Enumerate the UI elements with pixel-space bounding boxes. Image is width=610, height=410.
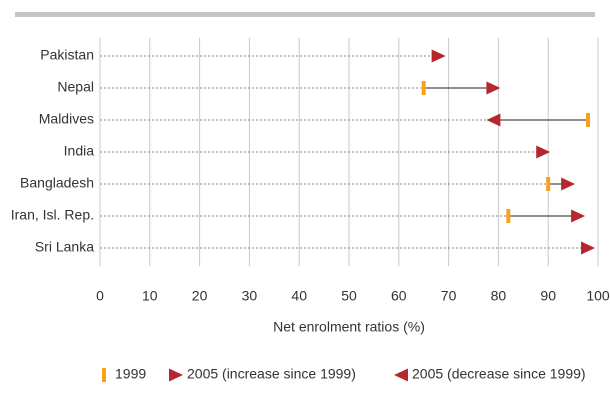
- marker-triangle-left: [486, 113, 501, 127]
- x-tick-label: 70: [441, 288, 457, 304]
- header-band: [15, 12, 595, 17]
- marker-triangle-right: [581, 241, 596, 255]
- x-tick-label: 10: [142, 288, 158, 304]
- legend-label: 1999: [115, 366, 146, 382]
- y-tick-label: Sri Lanka: [35, 239, 94, 255]
- y-tick-label: Maldives: [39, 111, 94, 127]
- y-tick-label: Pakistan: [40, 47, 94, 63]
- legend-label: 2005 (decrease since 1999): [412, 366, 586, 382]
- marker-bar: [546, 177, 551, 191]
- legend-marker: [169, 368, 183, 382]
- y-tick-label: Iran, Isl. Rep.: [11, 207, 94, 223]
- y-tick-label: Nepal: [57, 79, 94, 95]
- marker-triangle-right: [561, 177, 576, 191]
- x-tick-label: 0: [96, 288, 104, 304]
- legend-label: 2005 (increase since 1999): [187, 366, 356, 382]
- x-tick-label: 50: [341, 288, 357, 304]
- marker-bar: [421, 81, 426, 95]
- y-tick-label: Bangladesh: [20, 175, 94, 191]
- x-tick-label: 40: [291, 288, 307, 304]
- legend-marker: [102, 368, 106, 382]
- marker-triangle-right: [486, 81, 501, 95]
- marker-triangle-right: [536, 145, 551, 159]
- marker-bar: [506, 209, 511, 223]
- marker-bar: [586, 113, 591, 127]
- x-tick-label: 100: [586, 288, 610, 304]
- legend-marker: [394, 368, 408, 382]
- x-tick-label: 80: [491, 288, 507, 304]
- marker-triangle-right: [571, 209, 586, 223]
- x-tick-label: 60: [391, 288, 407, 304]
- x-tick-label: 30: [242, 288, 258, 304]
- x-tick-label: 20: [192, 288, 208, 304]
- marker-triangle-right: [431, 49, 446, 63]
- y-tick-label: India: [64, 143, 95, 159]
- x-axis-label: Net enrolment ratios (%): [273, 319, 425, 335]
- x-tick-label: 90: [540, 288, 556, 304]
